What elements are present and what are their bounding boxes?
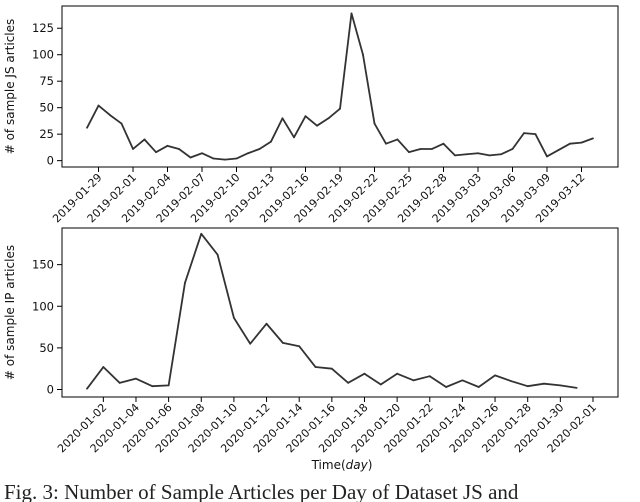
data-point: [477, 152, 479, 155]
data-point: [477, 386, 480, 388]
data-point: [314, 366, 317, 368]
data-point: [224, 158, 226, 161]
data-point: [543, 382, 545, 385]
data-point: [201, 152, 203, 155]
data-point: [500, 153, 502, 156]
data-point: [189, 156, 192, 159]
data-point: [120, 122, 123, 125]
series-line: [86, 232, 577, 390]
data-point: [546, 155, 548, 158]
y-tick-label: 150: [32, 258, 54, 272]
data-point: [350, 12, 353, 15]
y-axis-label: # of sample IP articles: [3, 245, 17, 380]
figure-caption: Fig. 3: Number of Sample Articles per Da…: [4, 480, 519, 502]
data-point: [102, 366, 105, 368]
data-point: [166, 144, 169, 147]
data-point: [461, 379, 464, 382]
data-point: [379, 383, 382, 386]
data-point: [258, 148, 261, 150]
data-point: [339, 107, 341, 110]
data-point: [385, 142, 387, 145]
data-point: [523, 132, 525, 135]
x-axis-label: Time(day): [311, 458, 373, 472]
data-point: [510, 380, 513, 383]
data-point: [200, 232, 203, 235]
data-point: [97, 104, 100, 107]
data-point: [86, 387, 88, 390]
data-point: [445, 386, 447, 388]
data-point: [347, 381, 350, 384]
data-point: [298, 345, 301, 348]
data-point: [281, 117, 284, 120]
plot-frame: [61, 227, 619, 398]
plot-frame: [61, 5, 619, 168]
data-point: [465, 153, 468, 156]
data-point: [526, 385, 529, 388]
series-line: [86, 12, 594, 161]
data-point: [396, 372, 399, 375]
data-point: [419, 148, 422, 150]
data-point: [363, 372, 366, 375]
data-point: [247, 152, 249, 155]
y-tick-label: 125: [32, 21, 54, 35]
data-point: [330, 367, 333, 370]
y-tick-label: 75: [39, 74, 54, 88]
data-point: [270, 140, 272, 143]
data-point: [454, 154, 456, 157]
data-point: [235, 157, 238, 160]
data-point: [373, 122, 376, 125]
y-tick-label: 25: [39, 127, 54, 141]
data-point: [569, 142, 571, 145]
data-point: [557, 149, 560, 151]
data-point: [155, 151, 157, 154]
data-point: [412, 379, 415, 382]
data-point: [281, 341, 284, 344]
data-point: [442, 142, 445, 145]
data-point: [327, 117, 330, 120]
y-tick-label: 50: [39, 341, 54, 355]
data-point: [511, 148, 514, 150]
data-point: [233, 317, 235, 319]
data-point: [488, 154, 491, 157]
data-point: [249, 342, 252, 345]
data-point: [316, 124, 318, 127]
data-point: [408, 151, 410, 154]
y-axis-label: # of sample JS articles: [3, 19, 17, 155]
data-point: [494, 374, 496, 377]
data-point: [293, 136, 295, 139]
data-point: [216, 253, 219, 256]
data-point: [132, 148, 134, 150]
data-point: [534, 133, 537, 136]
data-point: [396, 138, 399, 141]
y-tick-label: 50: [39, 101, 54, 115]
data-point: [265, 322, 268, 325]
data-point: [575, 386, 578, 389]
data-point: [86, 126, 88, 129]
data-point: [143, 138, 146, 141]
data-point: [428, 375, 431, 378]
data-point: [109, 114, 111, 116]
data-point: [135, 377, 137, 380]
data-point: [362, 53, 364, 56]
data-point: [151, 385, 154, 388]
y-tick-label: 0: [47, 383, 54, 397]
y-tick-label: 100: [32, 48, 54, 62]
data-point: [178, 148, 180, 150]
y-tick-label: 100: [32, 299, 54, 313]
data-point: [212, 157, 215, 160]
y-tick-label: 0: [47, 154, 54, 168]
data-point: [167, 384, 170, 387]
data-point: [559, 384, 562, 387]
data-point: [580, 141, 583, 144]
data-point: [118, 381, 121, 384]
data-point: [431, 148, 433, 150]
data-point: [304, 115, 307, 118]
data-point: [184, 282, 186, 284]
data-point: [592, 137, 594, 140]
